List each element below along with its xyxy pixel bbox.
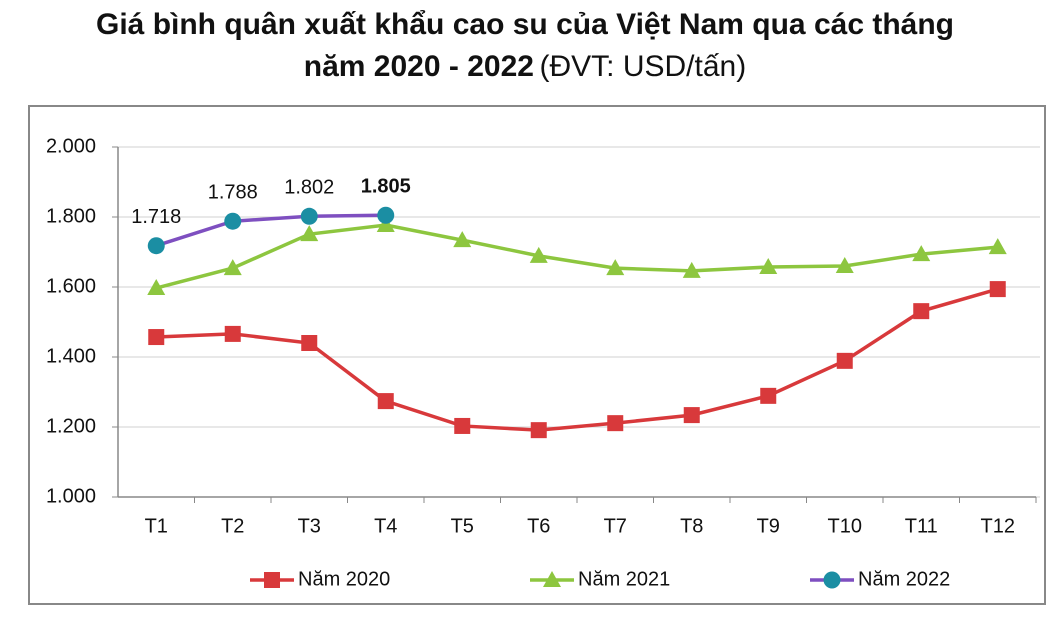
data-point: [300, 225, 319, 242]
data-point: [300, 207, 318, 225]
x-tick-label: T3: [298, 515, 321, 537]
chart-title-line: năm 2020 - 2022 (ĐVT: USD/tấn): [304, 50, 746, 83]
x-tick-label: T6: [527, 515, 550, 537]
data-point: [989, 281, 1006, 298]
series-line: [155, 223, 998, 290]
chart-subtitle: (ĐVT: USD/tấn): [540, 50, 747, 83]
y-tick-label: 2.000: [46, 135, 96, 157]
legend-label: Năm 2021: [578, 568, 670, 590]
x-tick-label: T8: [680, 515, 703, 537]
legend-marker: [823, 571, 841, 589]
data-point: [988, 238, 1007, 255]
data-point: [376, 216, 395, 233]
data-point: [836, 352, 853, 369]
data-point: [377, 206, 395, 224]
data-point: [454, 417, 471, 434]
x-tick-label: T2: [221, 515, 244, 537]
series-line: [155, 213, 386, 248]
x-tick-label: T4: [374, 515, 397, 537]
data-point: [760, 387, 777, 404]
data-label: 1.802: [284, 177, 334, 199]
data-point: [377, 393, 394, 410]
data-point: [223, 259, 242, 276]
data-point: [301, 335, 318, 351]
data-point: [683, 407, 700, 424]
data-point: [224, 325, 241, 342]
data-point: [148, 329, 165, 346]
data-point: [147, 279, 166, 296]
data-label: 1.788: [208, 181, 258, 203]
chart-frame: [28, 105, 1046, 605]
data-point: [147, 237, 165, 255]
data-label: 1.805: [361, 176, 411, 198]
chart-title: Giá bình quân xuất khẩu cao su của Việt …: [96, 8, 954, 41]
x-tick-label: T11: [905, 515, 938, 537]
y-tick-label: 1.800: [46, 205, 96, 227]
legend-marker: [264, 572, 280, 588]
data-point: [912, 245, 931, 262]
x-tick-label: T10: [828, 515, 862, 537]
data-point: [529, 246, 548, 263]
legend-marker: [543, 571, 561, 587]
x-tick-label: T12: [981, 515, 1015, 537]
data-point: [453, 231, 472, 248]
x-tick-label: T1: [145, 515, 168, 537]
x-tick-label: T9: [757, 515, 780, 537]
y-tick-label: 1.400: [46, 345, 96, 367]
data-point: [606, 259, 625, 276]
chart-title: năm 2020 - 2022: [304, 50, 534, 83]
data-point: [682, 261, 701, 278]
x-tick-label: T5: [451, 515, 474, 537]
data-point: [607, 415, 624, 432]
data-label: 1.718: [131, 206, 181, 228]
data-point: [913, 303, 930, 320]
series-line: [156, 287, 999, 432]
legend-label: Năm 2022: [858, 568, 950, 590]
x-tick-label: T7: [604, 515, 627, 537]
data-point: [835, 257, 854, 273]
y-tick-label: 1.200: [46, 415, 96, 437]
data-point: [759, 258, 778, 275]
y-tick-label: 1.600: [46, 275, 96, 297]
y-tick-label: 1.000: [46, 485, 96, 507]
data-point: [530, 422, 547, 439]
legend-label: Năm 2020: [298, 568, 390, 590]
data-point: [224, 212, 242, 230]
